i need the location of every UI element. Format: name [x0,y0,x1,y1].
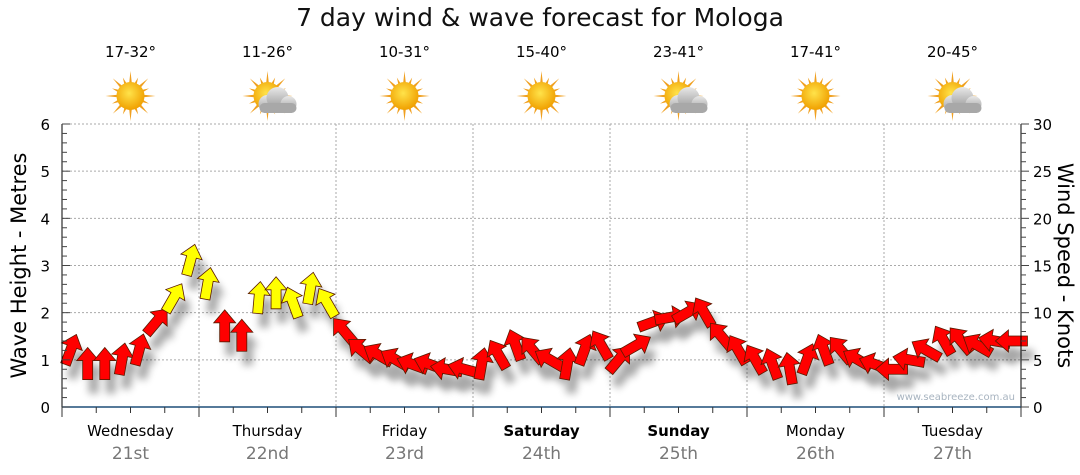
wind-arrow-shadow [969,348,1000,372]
day-label: Wednesday [87,422,174,440]
temperature-range: 20-45° [927,43,978,61]
y-tick-label: 3 [40,258,50,276]
chart-title: 7 day wind & wave forecast for Mologa [296,3,784,32]
sun-icon [790,71,841,121]
y2-tick-label: 15 [1033,258,1052,276]
day-label: Tuesday [921,422,983,440]
sun-icon [516,71,567,121]
y-tick-label: 2 [40,305,50,323]
wind-arrow [589,330,614,362]
wind-arrow [743,344,768,376]
date-label: 21st [112,444,149,464]
wind-arrow [892,347,926,371]
wind-arrow [196,267,220,301]
day-label: Thursday [232,422,303,440]
sun-icon [105,71,156,121]
temperature-range: 23-41° [653,43,704,61]
date-label: 27th [933,444,972,464]
temperature-range: 17-32° [105,43,156,61]
wind-arrow-shadow [1001,343,1034,366]
wind-arrow [212,309,237,343]
date-label: 25th [659,444,698,464]
y2-tick-label: 0 [1033,399,1043,417]
partly-cloudy-icon [927,71,982,121]
day-label: Saturday [503,422,580,440]
wind-arrow [911,338,943,363]
y-tick-label: 1 [40,352,50,370]
wind-arrow-shadow [541,362,572,386]
date-label: 24th [522,444,561,464]
y2-tick-label: 25 [1033,163,1052,181]
wind-arrow [299,271,323,306]
partly-cloudy-icon [653,71,708,121]
date-label: 26th [796,444,835,464]
y2-tick-label: 10 [1033,305,1052,323]
wind-arrow [60,333,83,367]
y-tick-label: 4 [40,210,50,228]
date-label: 23rd [385,444,424,464]
wind-arrow [280,286,304,320]
wind-arrow-shadow [626,348,657,372]
wind-arrow [142,308,168,338]
wind-arrow-shadow [148,323,174,351]
wind-arrow [962,333,995,359]
temperature-range: 15-40° [516,43,567,61]
temperature-range: 10-31° [379,43,430,61]
y-tick-label: 5 [40,163,50,181]
day-label: Friday [382,422,428,440]
wind-arrow-shadow [454,371,487,393]
wind-arrow [760,347,784,381]
wind-arrow [619,333,651,359]
wind-arrow [179,243,203,278]
partly-cloudy-icon [242,71,297,121]
wind-arrow [92,346,117,380]
wind-arrow [777,351,801,386]
y2-tick-label: 20 [1033,210,1052,228]
wind-arrow [994,329,1028,353]
y-axis-label: Wave Height - Metres [7,153,31,379]
y2-axis-label: Wind Speed - Knots [1053,163,1077,368]
date-label: 22nd [246,444,289,464]
watermark: www.seabreeze.com.au [897,392,1015,403]
wind-arrow-shadow [918,352,949,377]
day-label: Monday [786,422,845,440]
wind-arrow [486,339,512,372]
y-tick-label: 6 [40,116,50,134]
temperature-range: 11-26° [242,43,293,61]
wind-arrow [160,283,186,315]
y2-tick-label: 30 [1033,116,1052,134]
y-tick-label: 0 [40,399,50,417]
sun-icon [379,71,430,121]
temperature-range: 17-41° [790,43,841,61]
wind-arrow-shadow [881,372,914,395]
wind-arrow [128,333,152,367]
day-label: Sunday [647,422,710,440]
wind-arrow [874,357,908,382]
wind-arrow-shadow [167,297,191,329]
y2-tick-label: 5 [1033,352,1043,370]
wind-arrow [229,318,254,352]
wind-arrow [315,287,340,320]
wind-arrow [796,343,820,377]
